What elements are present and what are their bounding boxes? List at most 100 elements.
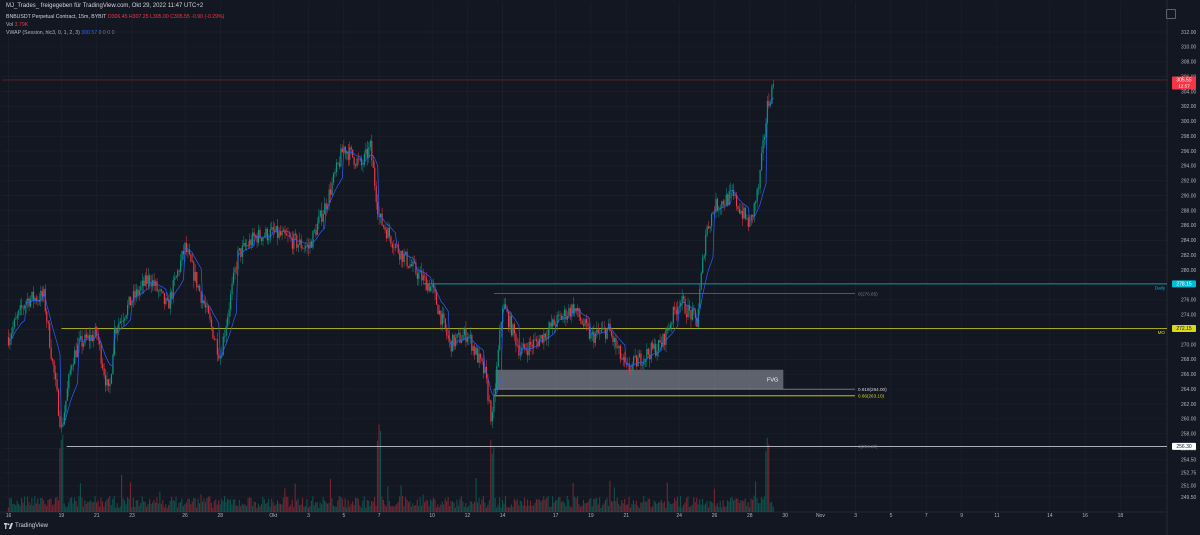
- y-tick-label: 304.00: [1181, 89, 1197, 95]
- candle-body: [727, 194, 729, 205]
- candle-body: [758, 188, 760, 190]
- volume-bar: [474, 501, 476, 512]
- candle-body: [234, 268, 236, 273]
- candle-body: [75, 350, 77, 358]
- candle-body: [294, 233, 296, 236]
- candle-body: [603, 327, 605, 329]
- candle-body: [534, 339, 536, 341]
- volume-bar: [9, 498, 11, 512]
- candle-body: [512, 324, 514, 336]
- candle-body: [700, 272, 702, 290]
- candle-body: [204, 304, 207, 308]
- volume-bar: [332, 505, 334, 512]
- y-tick-label: 292.00: [1181, 179, 1197, 185]
- candle-body: [407, 266, 410, 268]
- candle-body: [274, 230, 276, 233]
- volume-bar: [98, 506, 101, 512]
- volume-bar: [428, 506, 430, 512]
- volume-bar: [313, 505, 315, 512]
- footer-brand[interactable]: TradingView: [4, 523, 48, 529]
- candle-body: [25, 301, 27, 306]
- candle-body: [119, 321, 121, 324]
- legend-symbol-row[interactable]: BNBUSDT Perpetual Contract, 15m, BYBIT O…: [6, 13, 224, 21]
- candle-body: [513, 324, 516, 334]
- volume-bar: [772, 506, 774, 512]
- candle-body: [412, 261, 414, 267]
- x-tick-label: 21: [94, 513, 100, 519]
- candle-body: [325, 203, 327, 210]
- volume-bar: [415, 505, 417, 512]
- candle-body: [468, 336, 470, 338]
- candle-body: [338, 163, 341, 167]
- candle-body: [672, 306, 674, 324]
- volume-bar: [132, 497, 134, 512]
- volume-bar: [546, 497, 548, 512]
- price-badge-daily: [1172, 280, 1196, 288]
- volume-bar: [568, 499, 570, 512]
- x-tick-label: 10: [429, 513, 435, 519]
- candle-body: [613, 338, 616, 342]
- volume-bar: [137, 500, 139, 512]
- candle-body: [284, 229, 286, 234]
- volume-bar: [604, 499, 607, 512]
- volume-bar: [757, 502, 760, 512]
- volume-bar: [238, 499, 240, 512]
- volume-bar: [150, 504, 152, 512]
- y-tick-label: 284.00: [1181, 238, 1197, 244]
- candle-body: [235, 268, 238, 270]
- volume-bar: [579, 507, 582, 512]
- candle-body: [46, 311, 48, 322]
- volume-bar: [459, 499, 461, 512]
- candle-body: [428, 283, 430, 292]
- volume-bar: [147, 504, 149, 512]
- volume-bar: [357, 498, 359, 512]
- candle-body: [693, 308, 695, 311]
- candle-body: [306, 245, 308, 247]
- volume-bar: [524, 497, 526, 512]
- volume-bar: [746, 505, 748, 512]
- candle-body: [171, 292, 173, 299]
- candle-body: [193, 262, 195, 281]
- volume-bar: [615, 501, 617, 512]
- volume-bar: [121, 474, 123, 512]
- footer-brand-label: TradingView: [15, 523, 49, 529]
- volume-bar: [406, 499, 408, 512]
- candle-body: [602, 327, 604, 330]
- candle-body: [683, 296, 685, 300]
- volume-bar: [569, 505, 571, 512]
- volume-bar: [441, 501, 443, 512]
- volume-bar: [115, 507, 117, 512]
- candle-body: [650, 342, 652, 360]
- candle-body: [688, 304, 691, 311]
- volume-bar: [391, 506, 393, 512]
- legend-vwap-row[interactable]: VWAP (Session, hlc3, 0, 1, 2, 3) 300.57 …: [6, 29, 224, 37]
- candle-body: [622, 357, 624, 360]
- candle-body: [271, 227, 273, 230]
- legend-vol-row[interactable]: Vol 3.79K: [6, 21, 224, 29]
- volume-bar: [424, 502, 426, 512]
- candle-body: [400, 250, 402, 260]
- volume-bar: [654, 501, 657, 512]
- volume-bar: [734, 499, 736, 512]
- volume-bar: [550, 506, 552, 512]
- volume-bar: [63, 503, 65, 512]
- volume-bar: [756, 498, 758, 512]
- volume-bar: [640, 502, 642, 512]
- candle-body: [219, 357, 221, 359]
- candle-body: [391, 243, 393, 248]
- candle-body: [772, 84, 774, 87]
- volume-bar: [216, 504, 218, 512]
- volume-bar: [443, 504, 445, 512]
- candle-body: [503, 304, 505, 309]
- volume-bar: [90, 500, 92, 512]
- volume-bar: [81, 497, 83, 512]
- volume-bar: [485, 507, 487, 512]
- candle-body: [421, 270, 423, 281]
- candle-body: [137, 289, 139, 295]
- price-badge-low: [1172, 442, 1196, 450]
- volume-bar: [637, 505, 639, 512]
- candle-body: [347, 151, 349, 160]
- candle-body: [515, 333, 517, 346]
- fullscreen-icon[interactable]: [1166, 9, 1176, 19]
